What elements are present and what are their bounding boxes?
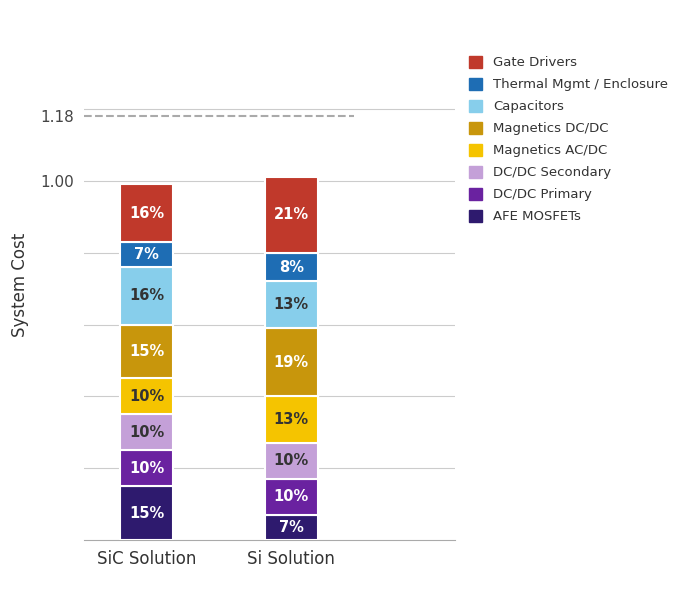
Bar [120, 242, 173, 267]
Text: 7%: 7% [279, 520, 304, 535]
Text: 16%: 16% [129, 288, 164, 303]
Bar [120, 267, 173, 325]
Text: 7%: 7% [134, 247, 159, 262]
Text: 13%: 13% [274, 412, 309, 427]
Text: 15%: 15% [129, 506, 164, 521]
Bar [120, 379, 173, 414]
Y-axis label: System Cost: System Cost [11, 233, 29, 337]
Bar [120, 184, 173, 242]
Bar [265, 281, 318, 328]
Bar [265, 443, 318, 479]
Text: 8%: 8% [279, 260, 304, 275]
Text: 10%: 10% [129, 425, 164, 440]
Bar [265, 253, 318, 281]
Bar [120, 486, 173, 540]
Text: 19%: 19% [274, 355, 309, 370]
Legend: Gate Drivers, Thermal Mgmt / Enclosure, Capacitors, Magnetics DC/DC, Magnetics A: Gate Drivers, Thermal Mgmt / Enclosure, … [466, 52, 672, 227]
Bar [120, 450, 173, 486]
Bar [265, 397, 318, 443]
Text: 10%: 10% [274, 454, 309, 469]
Text: 10%: 10% [129, 461, 164, 476]
Bar [265, 328, 318, 397]
Bar [265, 177, 318, 253]
Text: 15%: 15% [129, 344, 164, 359]
Text: 10%: 10% [129, 389, 164, 404]
Text: 10%: 10% [274, 490, 309, 505]
Text: 13%: 13% [274, 297, 309, 312]
Bar [120, 325, 173, 379]
Bar [265, 515, 318, 540]
Bar [265, 479, 318, 515]
Bar [120, 414, 173, 450]
Text: 21%: 21% [274, 208, 309, 223]
Text: 16%: 16% [129, 206, 164, 221]
